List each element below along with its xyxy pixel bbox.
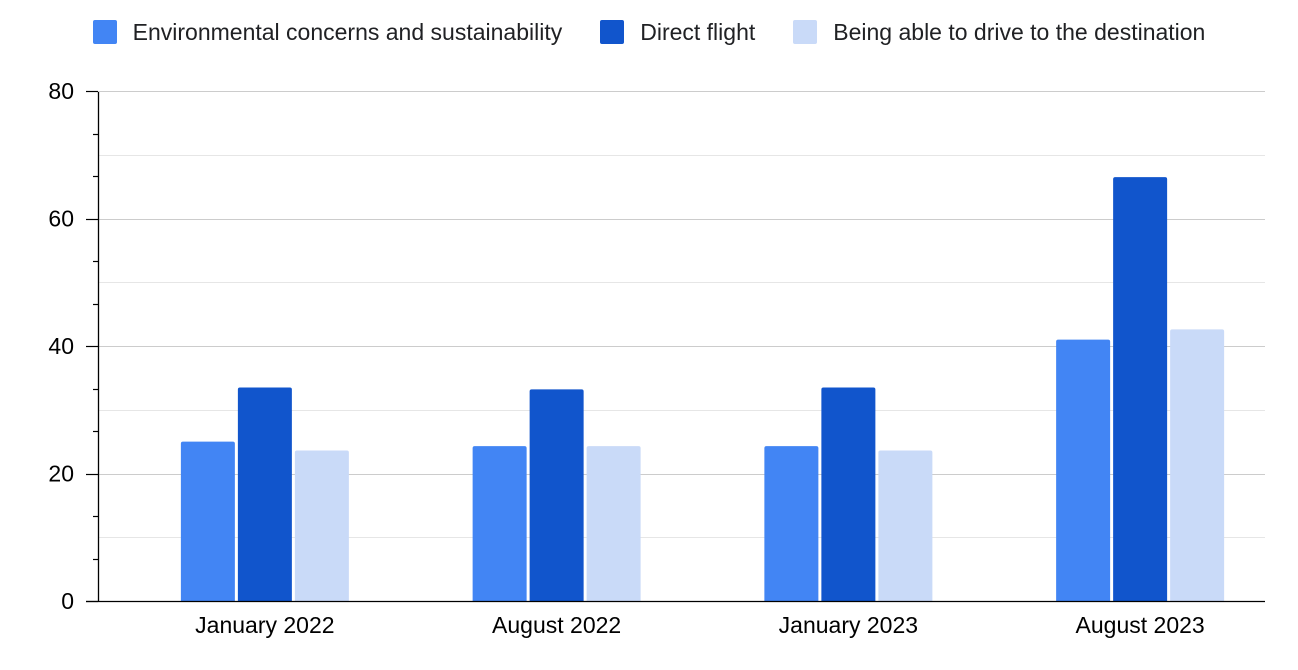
bar-2-3 — [1170, 329, 1225, 601]
y-tick-label: 0 — [61, 588, 74, 614]
bar-0-3 — [1056, 339, 1111, 601]
x-tick-label: August 2023 — [1076, 612, 1205, 638]
bar-1-3 — [1113, 177, 1168, 601]
y-tick-label: 40 — [48, 333, 74, 359]
bar-2-0 — [294, 450, 349, 601]
y-tick-label: 60 — [48, 206, 74, 232]
x-tick-label: January 2022 — [195, 612, 334, 638]
y-tick-label: 80 — [48, 78, 74, 104]
bar-1-2 — [821, 387, 876, 601]
bar-2-2 — [878, 450, 933, 601]
x-tick-label: August 2022 — [492, 612, 621, 638]
legend-item-direct-flight[interactable]: Direct flight — [600, 19, 755, 46]
bar-0-1 — [472, 446, 527, 601]
legend-label-direct-flight: Direct flight — [640, 18, 756, 45]
chart-legend: Environmental concerns and sustainabilit… — [0, 16, 1298, 48]
bar-1-1 — [529, 389, 584, 601]
bar-2-1 — [586, 446, 641, 601]
x-tick-label: January 2023 — [779, 612, 918, 638]
bar-0-2 — [764, 446, 819, 601]
bar-0-0 — [180, 441, 235, 601]
legend-item-environmental[interactable]: Environmental concerns and sustainabilit… — [92, 18, 563, 46]
legend-item-drive[interactable]: Being able to drive to the destination — [793, 19, 1205, 46]
y-tick-label: 20 — [48, 461, 74, 487]
legend-swatch-direct-flight — [600, 20, 625, 44]
legend-swatch-drive — [793, 20, 818, 44]
legend-label-drive: Being able to drive to the destination — [833, 18, 1206, 45]
legend-swatch-environmental — [92, 20, 117, 44]
legend-label-environmental: Environmental concerns and sustainabilit… — [132, 18, 563, 45]
bar-1-0 — [237, 387, 292, 601]
